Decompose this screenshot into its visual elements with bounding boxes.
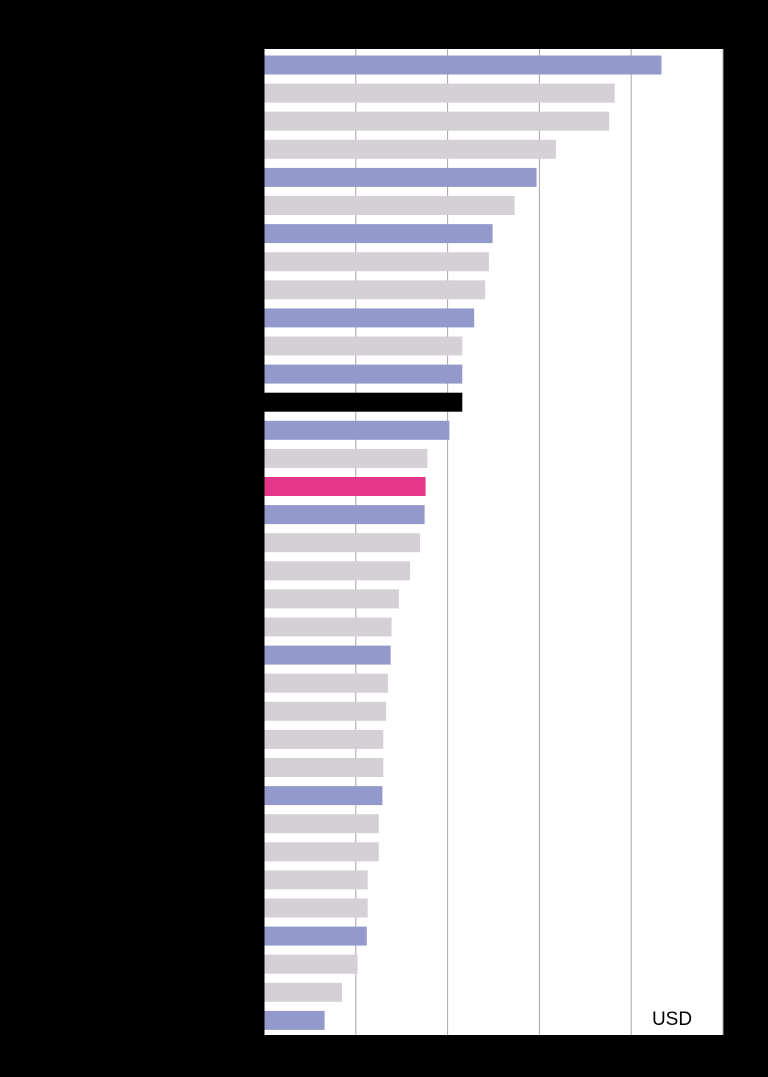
bar-25 xyxy=(264,729,384,749)
bar-6 xyxy=(264,196,515,215)
unit-label: USD xyxy=(652,1009,692,1030)
bar-24 xyxy=(264,701,387,721)
bar-31 xyxy=(264,898,368,918)
bar-2 xyxy=(264,83,615,103)
bar-8 xyxy=(264,252,489,272)
bar-26 xyxy=(264,758,384,777)
bar-19 xyxy=(264,561,410,581)
bar-30 xyxy=(264,870,368,890)
bar-35 xyxy=(264,1010,325,1030)
bar-16 xyxy=(264,477,426,496)
bar-21 xyxy=(264,617,392,637)
bar-7 xyxy=(264,224,493,244)
bar-12 xyxy=(264,364,463,384)
bar-27 xyxy=(264,786,383,806)
bar-23 xyxy=(264,673,388,693)
bar-4 xyxy=(264,139,556,159)
bar-11 xyxy=(264,336,463,356)
bar-18 xyxy=(264,533,421,553)
bar-15 xyxy=(264,448,428,468)
bar-17 xyxy=(264,505,425,525)
bar-3 xyxy=(264,111,610,131)
bar-14 xyxy=(264,420,450,440)
bar-20 xyxy=(264,589,399,609)
bar-5 xyxy=(264,167,537,187)
bars xyxy=(264,55,662,1030)
bar-29 xyxy=(264,842,379,862)
bar-33 xyxy=(264,954,358,974)
bar-22 xyxy=(264,645,391,665)
bar-28 xyxy=(264,814,379,834)
bar-13 xyxy=(264,392,463,412)
bar-34 xyxy=(264,982,342,1002)
bar-10 xyxy=(264,308,475,328)
bar-1 xyxy=(264,55,662,75)
bar-32 xyxy=(264,926,367,946)
bar-9 xyxy=(264,280,486,300)
